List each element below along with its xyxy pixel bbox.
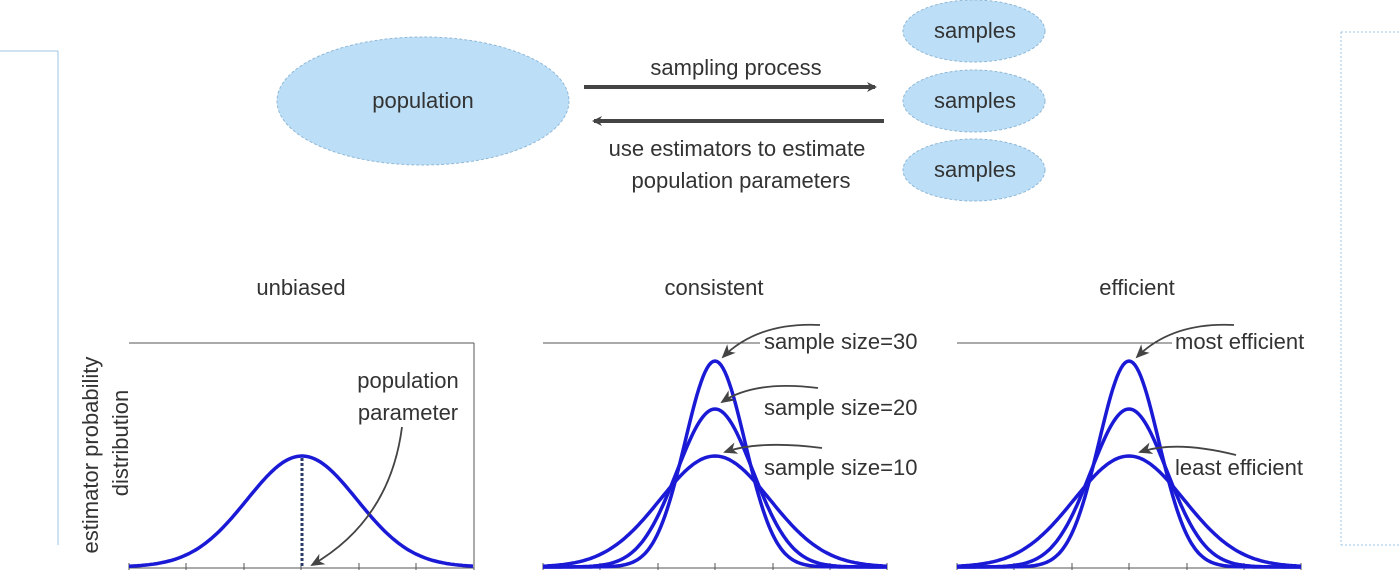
page-border-left bbox=[0, 50, 59, 545]
y-axis-label-line-1: estimator probability bbox=[78, 357, 103, 554]
panel-consistent: consistent sample size=30 sample size=20… bbox=[542, 275, 917, 570]
sample-size-30-arrow bbox=[721, 323, 821, 359]
population-node: population bbox=[276, 36, 570, 166]
most-efficient-curve bbox=[957, 359, 1301, 569]
sample-label-1: samples bbox=[934, 18, 1016, 43]
least-efficient-label: least efficient bbox=[1175, 455, 1303, 480]
population-parameter-arrow bbox=[310, 426, 403, 567]
sampling-process-arrow: sampling process bbox=[584, 55, 877, 92]
sample-node-2: samples bbox=[902, 69, 1046, 133]
sample-size-30-curve bbox=[543, 359, 887, 569]
population-parameter-label-line-1: population bbox=[357, 368, 459, 393]
panel-title-unbiased: unbiased bbox=[256, 275, 345, 300]
y-axis-label-line-2: distribution bbox=[108, 390, 133, 496]
panel-title-consistent: consistent bbox=[664, 275, 763, 300]
sample-node-3: samples bbox=[902, 138, 1046, 202]
y-axis-label: estimator probability distribution bbox=[78, 357, 133, 554]
sample-size-10-curve bbox=[542, 454, 888, 568]
estimator-distribution-curve bbox=[128, 454, 474, 568]
least-efficient-curve bbox=[956, 454, 1302, 568]
sampling-process-label: sampling process bbox=[650, 55, 821, 80]
sample-size-20-arrow bbox=[720, 384, 819, 404]
panel-unbiased: unbiased population parameter bbox=[128, 275, 475, 570]
least-efficient-arrow bbox=[1138, 442, 1237, 456]
page-border-right bbox=[1340, 31, 1400, 546]
sample-size-10-arrow bbox=[723, 442, 823, 454]
sample-node-1: samples bbox=[902, 0, 1046, 63]
sample-size-20-curve bbox=[543, 407, 887, 569]
sample-label-3: samples bbox=[934, 157, 1016, 182]
estimation-arrow: use estimators to estimate population pa… bbox=[592, 116, 884, 193]
panel-ticks bbox=[128, 563, 475, 570]
mid-efficient-curve bbox=[957, 407, 1301, 569]
sample-label-2: samples bbox=[934, 88, 1016, 113]
sample-size-10-label: sample size=10 bbox=[764, 455, 917, 480]
estimation-label-line-1: use estimators to estimate bbox=[609, 136, 866, 161]
most-efficient-label: most efficient bbox=[1175, 329, 1304, 354]
sample-size-30-label: sample size=30 bbox=[764, 329, 917, 354]
estimation-label-line-2: population parameters bbox=[632, 168, 851, 193]
population-parameter-label-line-2: parameter bbox=[358, 400, 458, 425]
panel-title-efficient: efficient bbox=[1099, 275, 1174, 300]
sample-size-20-label: sample size=20 bbox=[764, 395, 917, 420]
population-label: population bbox=[372, 88, 474, 113]
panel-efficient: efficient most efficient least efficient bbox=[956, 275, 1304, 570]
most-efficient-arrow bbox=[1135, 323, 1235, 359]
